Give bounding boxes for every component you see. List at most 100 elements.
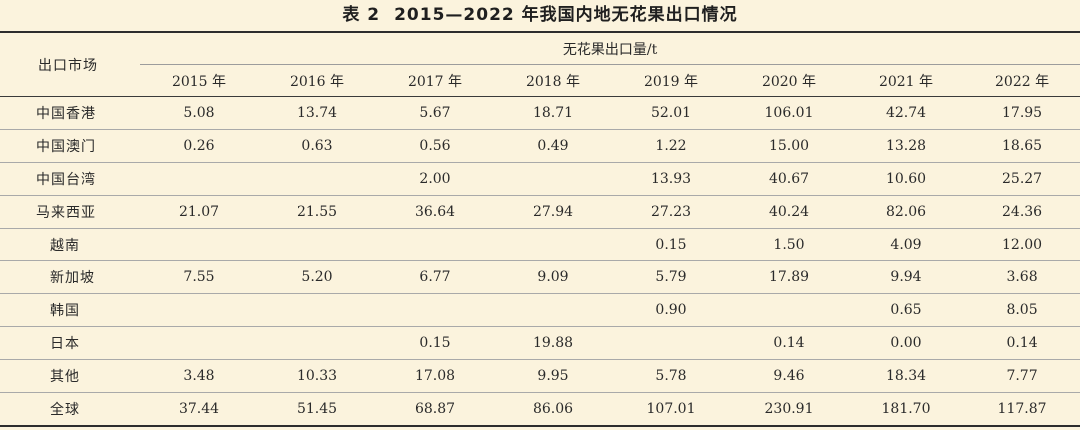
value-cell: 18.34 xyxy=(848,359,964,394)
value-cell xyxy=(258,293,376,328)
value-cell: 25.27 xyxy=(964,162,1080,196)
value-cell: 13.93 xyxy=(612,162,730,196)
value-cell: 0.90 xyxy=(612,293,730,328)
value-cell: 117.87 xyxy=(964,392,1080,427)
market-cell: 日本 xyxy=(0,326,140,361)
value-cell: 0.00 xyxy=(848,326,964,361)
value-cell: 0.14 xyxy=(730,326,848,361)
year-header: 2022 年 xyxy=(964,64,1080,97)
value-cell xyxy=(730,293,848,328)
value-cell xyxy=(140,162,258,196)
value-cell: 6.77 xyxy=(376,260,494,295)
value-cell: 86.06 xyxy=(494,392,612,427)
year-header: 2018 年 xyxy=(494,64,612,97)
table-row: 新加坡 7.55 5.20 6.77 9.09 5.79 17.89 9.94 3.68 xyxy=(0,260,1080,295)
table-row: 全球 37.44 51.45 68.87 86.06 107.01 230.91 181.70… xyxy=(0,392,1080,427)
table-row: 日本 0.15 19.88 0.14 0.00 0.14 xyxy=(0,326,1080,361)
value-cell xyxy=(376,293,494,328)
market-cell: 新加坡 xyxy=(0,260,140,295)
value-cell: 18.71 xyxy=(494,96,612,130)
value-cell: 7.55 xyxy=(140,260,258,295)
year-header: 2019 年 xyxy=(612,64,730,97)
value-cell xyxy=(376,228,494,262)
value-cell: 19.88 xyxy=(494,326,612,361)
value-cell: 5.78 xyxy=(612,359,730,394)
value-cell xyxy=(494,162,612,196)
table-caption: 表 2 2015—2022 年我国内地无花果出口情况 xyxy=(0,0,1080,31)
value-cell: 107.01 xyxy=(612,392,730,427)
value-cell: 9.09 xyxy=(494,260,612,295)
value-cell: 0.26 xyxy=(140,129,258,163)
value-cell: 24.36 xyxy=(964,195,1080,229)
value-cell: 12.00 xyxy=(964,228,1080,262)
table-row: 马来西亚 21.07 21.55 36.64 27.94 27.23 40.24 82.06 2… xyxy=(0,195,1080,229)
value-cell: 27.94 xyxy=(494,195,612,229)
market-cell: 中国澳门 xyxy=(0,129,140,163)
value-cell: 0.56 xyxy=(376,129,494,163)
year-header: 2015 年 xyxy=(140,64,258,97)
table-row: 中国台湾 2.00 13.93 40.67 10.60 25.27 xyxy=(0,162,1080,196)
market-cell: 马来西亚 xyxy=(0,195,140,229)
year-header: 2021 年 xyxy=(848,64,964,97)
value-cell: 17.89 xyxy=(730,260,848,295)
unit-header: 无花果出口量/t xyxy=(140,33,1080,65)
market-cell: 其他 xyxy=(0,359,140,394)
market-cell: 越南 xyxy=(0,228,140,262)
value-cell: 181.70 xyxy=(848,392,964,427)
value-cell: 51.45 xyxy=(258,392,376,427)
value-cell: 3.68 xyxy=(964,260,1080,295)
value-cell: 37.44 xyxy=(140,392,258,427)
value-cell: 0.15 xyxy=(612,228,730,262)
value-cell xyxy=(494,228,612,262)
value-cell: 10.33 xyxy=(258,359,376,394)
value-cell: 1.50 xyxy=(730,228,848,262)
market-cell: 韩国 xyxy=(0,293,140,328)
market-cell: 全球 xyxy=(0,392,140,427)
year-header: 2020 年 xyxy=(730,64,848,97)
value-cell: 0.63 xyxy=(258,129,376,163)
table-row: 越南 0.15 1.50 4.09 12.00 xyxy=(0,228,1080,262)
value-cell xyxy=(140,326,258,361)
value-cell: 0.14 xyxy=(964,326,1080,361)
top-rule xyxy=(0,31,1080,33)
value-cell: 230.91 xyxy=(730,392,848,427)
market-column-header: 出口市场 xyxy=(0,33,140,97)
value-cell xyxy=(258,162,376,196)
value-cell: 5.79 xyxy=(612,260,730,295)
value-cell: 68.87 xyxy=(376,392,494,427)
value-cell: 36.64 xyxy=(376,195,494,229)
value-cell: 0.65 xyxy=(848,293,964,328)
value-cell: 106.01 xyxy=(730,96,848,130)
value-cell: 9.95 xyxy=(494,359,612,394)
value-cell: 82.06 xyxy=(848,195,964,229)
value-cell: 2.00 xyxy=(376,162,494,196)
table-title: 2015—2022 年我国内地无花果出口情况 xyxy=(394,5,738,25)
value-cell: 4.09 xyxy=(848,228,964,262)
value-cell: 40.67 xyxy=(730,162,848,196)
table-row: 其他 3.48 10.33 17.08 9.95 5.78 9.46 18.34 7.77 xyxy=(0,359,1080,394)
value-cell: 1.22 xyxy=(612,129,730,163)
value-cell: 42.74 xyxy=(848,96,964,130)
value-cell: 52.01 xyxy=(612,96,730,130)
value-cell: 13.28 xyxy=(848,129,964,163)
value-cell: 21.55 xyxy=(258,195,376,229)
value-cell xyxy=(494,293,612,328)
value-cell: 7.77 xyxy=(964,359,1080,394)
value-cell: 3.48 xyxy=(140,359,258,394)
value-cell: 9.46 xyxy=(730,359,848,394)
table-number: 表 2 xyxy=(342,5,381,25)
value-cell xyxy=(258,228,376,262)
value-cell: 0.15 xyxy=(376,326,494,361)
value-cell: 15.00 xyxy=(730,129,848,163)
value-cell xyxy=(612,326,730,361)
year-header: 2017 年 xyxy=(376,64,494,97)
year-header-row: 2015 年 2016 年 2017 年 2018 年 2019 年 2020 年 2021… xyxy=(0,64,1080,97)
value-cell: 21.07 xyxy=(140,195,258,229)
market-cell: 中国香港 xyxy=(0,96,140,130)
value-cell: 17.95 xyxy=(964,96,1080,130)
export-table: 出口市场 无花果出口量/t 2015 年 2016 年 2017 年 2018 年 20… xyxy=(0,33,1080,427)
value-cell xyxy=(258,326,376,361)
table-row: 中国澳门 0.26 0.63 0.56 0.49 1.22 15.00 13.28 18.65 xyxy=(0,129,1080,163)
table-row: 韩国 0.90 0.65 8.05 xyxy=(0,293,1080,328)
value-cell: 18.65 xyxy=(964,129,1080,163)
